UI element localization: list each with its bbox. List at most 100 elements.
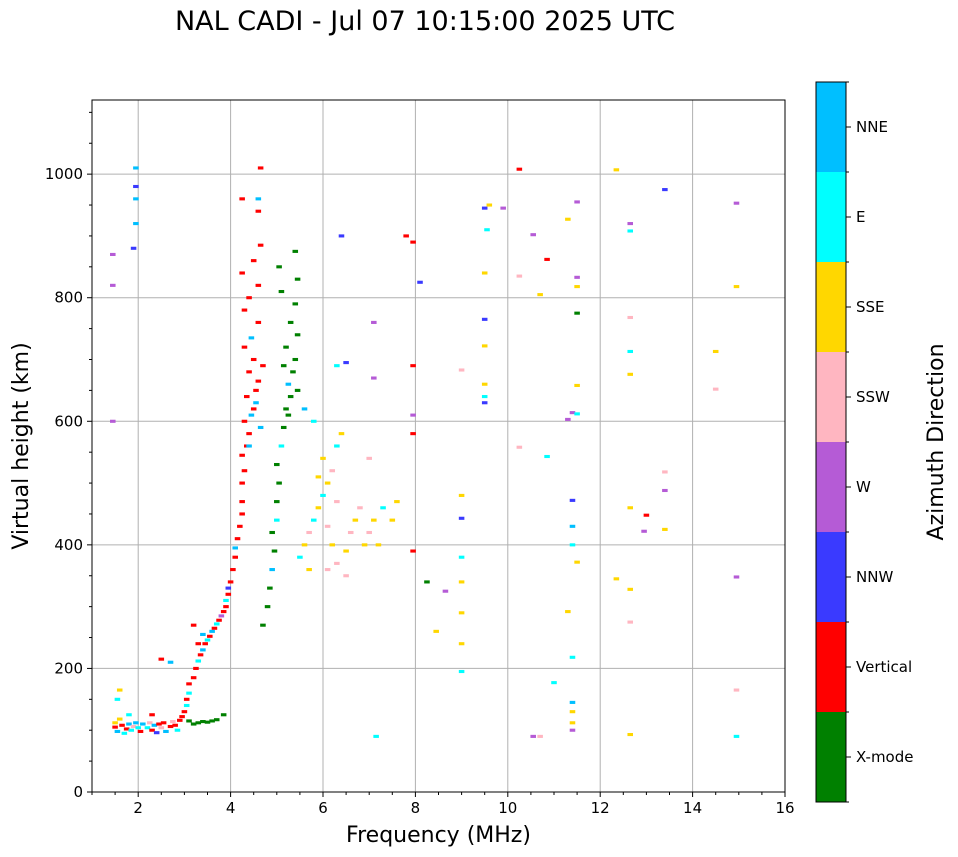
data-point-vertical [241, 419, 248, 423]
data-point-sse [733, 285, 740, 289]
data-point-nne [114, 729, 121, 733]
data-point-e [380, 506, 386, 510]
data-point-nne [246, 444, 252, 448]
data-point-vertical [220, 610, 227, 614]
data-point-e [310, 518, 317, 522]
data-point-ssw [366, 530, 372, 535]
data-point-e [627, 229, 634, 233]
data-point-sse [301, 543, 308, 547]
data-point-vertical [260, 364, 266, 368]
data-point-e [121, 731, 128, 735]
data-point-x-mode [278, 289, 285, 294]
data-point-sse [458, 611, 465, 615]
data-point-x-mode [287, 395, 294, 399]
data-point-e [320, 493, 326, 497]
x-tick-label: 12 [591, 799, 610, 817]
data-point-sse [320, 456, 326, 460]
data-point-sse [329, 543, 336, 547]
data-point-x-mode [269, 530, 275, 535]
data-point-w [565, 417, 571, 421]
x-axis-label: Frequency (MHz) [346, 823, 531, 848]
data-point-nne [163, 729, 169, 733]
data-point-nne [301, 407, 308, 411]
data-point-e [114, 697, 121, 701]
data-point-e [274, 518, 280, 522]
data-point-nne [200, 632, 206, 636]
data-point-sse [481, 344, 488, 348]
data-point-vertical [255, 209, 262, 213]
data-point-ssw [130, 724, 137, 729]
data-point-x-mode [280, 425, 287, 430]
data-point-w [569, 411, 576, 415]
data-point-sse [574, 560, 580, 564]
data-point-ssw [170, 720, 176, 724]
data-point-nnw [458, 516, 465, 520]
data-point-e [458, 555, 465, 559]
data-point-vertical [232, 555, 238, 559]
data-point-nne [255, 197, 262, 201]
data-point-x-mode [292, 302, 299, 306]
data-point-sse [481, 271, 488, 275]
data-point-nnw [343, 361, 349, 365]
data-point-vertical [255, 379, 262, 383]
data-point-nnw [569, 498, 576, 502]
data-point-vertical [179, 715, 185, 719]
data-point-sse [394, 500, 400, 504]
data-point-sse [375, 543, 382, 547]
data-point-vertical [239, 453, 245, 457]
data-point-vertical [255, 283, 262, 287]
data-point-nne [569, 700, 576, 704]
data-point-ssw [458, 368, 465, 372]
data-point-sse [613, 577, 620, 581]
data-point-sse [627, 506, 634, 510]
data-point-vertical [158, 657, 165, 661]
data-point-vertical [223, 605, 229, 609]
data-point-ssw [627, 620, 634, 624]
data-point-e [481, 395, 488, 399]
data-point-x-mode [190, 722, 197, 726]
data-point-nne [248, 413, 255, 417]
data-point-nnw [417, 280, 423, 284]
data-point-x-mode [274, 500, 280, 504]
plot-frame [91, 99, 786, 793]
x-tick-label: 6 [318, 799, 328, 817]
data-point-sse [324, 481, 331, 485]
data-point-nne [133, 721, 139, 725]
data-point-x-mode [294, 333, 301, 337]
data-point-x-mode [209, 719, 215, 723]
data-point-ssw [329, 469, 336, 473]
data-point-x-mode [283, 345, 289, 349]
data-point-e [297, 555, 303, 559]
data-point-e [183, 703, 190, 708]
y-tick-label: 1000 [45, 165, 83, 183]
data-point-ssw [662, 470, 668, 474]
data-point-vertical [250, 407, 257, 411]
data-point-vertical [197, 653, 204, 657]
colorbar-tick-label: X-mode [856, 748, 913, 766]
data-point-w [371, 376, 377, 380]
data-point-vertical [211, 626, 218, 630]
colorbar-tick-label: NNE [856, 118, 888, 136]
data-point-nne [167, 660, 174, 664]
data-point-vertical [123, 727, 130, 731]
data-point-x-mode [294, 388, 301, 392]
data-point-nne [569, 524, 576, 528]
x-tick-label: 4 [226, 799, 236, 817]
data-point-sse [458, 493, 465, 497]
colorbar-segment-nnw [816, 532, 846, 622]
data-point-e [204, 638, 211, 642]
data-point-w [110, 283, 116, 287]
data-point-vertical [183, 697, 190, 701]
data-point-nnw [130, 246, 137, 250]
data-point-vertical [253, 388, 259, 392]
data-point-vertical [177, 718, 183, 722]
data-point-vertical [246, 296, 252, 300]
data-point-ssw [366, 456, 372, 460]
data-point-sse [315, 506, 322, 510]
data-point-sse [343, 549, 349, 553]
data-point-vertical [246, 370, 252, 374]
data-point-ssw [306, 530, 312, 535]
x-tick-label: 8 [411, 799, 421, 817]
y-tick-label: 200 [54, 659, 83, 677]
